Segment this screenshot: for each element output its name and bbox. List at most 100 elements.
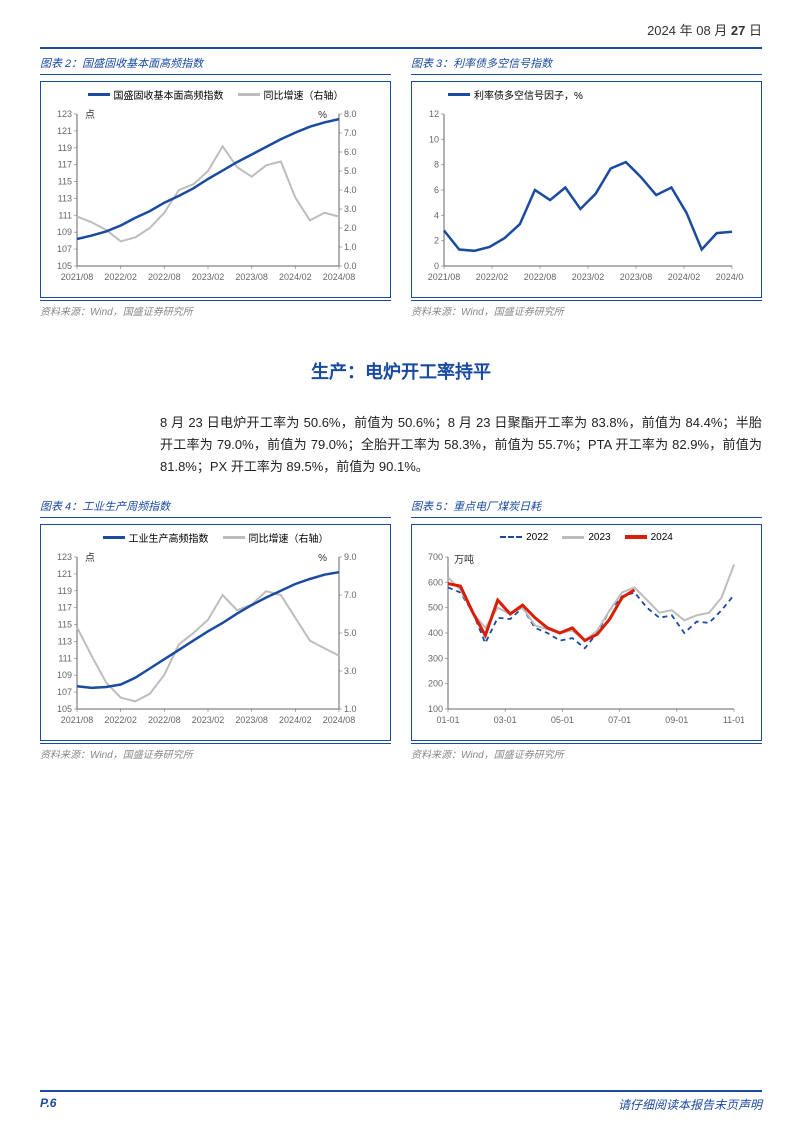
chart5-box: 2022 2023 2024 100 200 300 400 500 600 700 01-0… (411, 524, 762, 741)
svg-text:119: 119 (58, 586, 72, 596)
svg-text:109: 109 (57, 227, 72, 237)
svg-text:500: 500 (428, 603, 443, 613)
chart4-legend: 工业生产高频指数 同比增速（右轴） (43, 529, 388, 545)
chart4-svg: 1051071091111131151171191211231.03.05.07… (43, 545, 373, 735)
chart4-box: 工业生产高频指数 同比增速（右轴） 1051071091111131151171… (40, 524, 391, 741)
date-prefix: 2024 年 08 月 (647, 23, 731, 38)
row-charts-top: 图表 2：国盛固收基本面高频指数 国盛固收基本面高频指数 同比增速（右轴） 10… (40, 55, 762, 318)
svg-text:300: 300 (428, 654, 443, 664)
svg-text:8: 8 (434, 160, 439, 170)
chart3-legend-1: 利率债多空信号因子，% (448, 87, 583, 102)
chart5-legend-3: 2024 (625, 532, 673, 543)
svg-text:105: 105 (57, 261, 72, 271)
svg-text:700: 700 (428, 552, 443, 562)
svg-text:6: 6 (434, 185, 439, 195)
svg-text:01-01: 01-01 (436, 715, 459, 725)
chart5-svg: 10020030040050060070001-0103-0105-0107-0… (414, 545, 744, 735)
svg-text:%: % (318, 110, 327, 121)
svg-text:0: 0 (434, 261, 439, 271)
chart5-title: 图表 5：重点电厂煤炭日耗 (411, 498, 762, 518)
legend-label: 国盛固收基本面高频指数 (114, 87, 224, 102)
svg-text:2.0: 2.0 (344, 223, 357, 233)
svg-text:1.0: 1.0 (344, 242, 357, 252)
chart4-source: 资料来源：Wind，国盛证券研究所 (40, 743, 391, 761)
svg-text:2024/02: 2024/02 (279, 272, 312, 282)
legend-swatch (448, 93, 470, 96)
chart4-title: 图表 4：工业生产周频指数 (40, 498, 391, 518)
chart3-legend: 利率债多空信号因子，% (414, 86, 759, 102)
body-text: 8 月 23 日电炉开工率为 50.6%，前值为 50.6%；8 月 23 日聚… (160, 412, 762, 478)
chart3-title: 图表 3：利率债多空信号指数 (411, 55, 762, 75)
chart2-container: 图表 2：国盛固收基本面高频指数 国盛固收基本面高频指数 同比增速（右轴） 10… (40, 55, 391, 318)
svg-text:10: 10 (429, 134, 439, 144)
svg-text:111: 111 (58, 654, 72, 664)
date-suffix: 日 (745, 23, 762, 38)
legend-label: 2023 (588, 532, 610, 543)
chart5-legend-1: 2022 (500, 532, 548, 543)
svg-text:119: 119 (58, 143, 72, 153)
svg-text:2022/02: 2022/02 (104, 715, 137, 725)
legend-label: 工业生产高频指数 (129, 530, 209, 545)
legend-swatch (562, 536, 584, 539)
svg-text:111: 111 (58, 210, 72, 220)
svg-text:600: 600 (428, 578, 443, 588)
svg-text:2021/08: 2021/08 (61, 272, 94, 282)
chart5-legend: 2022 2023 2024 (414, 529, 759, 545)
svg-text:200: 200 (428, 679, 443, 689)
svg-text:109: 109 (57, 671, 72, 681)
svg-text:400: 400 (428, 628, 443, 638)
chart5-container: 图表 5：重点电厂煤炭日耗 2022 2023 2024 100 200 300 40… (411, 498, 762, 761)
svg-text:123: 123 (57, 552, 72, 562)
legend-swatch (88, 93, 110, 96)
svg-text:117: 117 (58, 603, 72, 613)
footer-row: P.6 请仔细阅读本报告末页声明 (40, 1096, 762, 1113)
footer-rule (40, 1090, 762, 1092)
svg-text:4: 4 (434, 210, 439, 220)
svg-text:100: 100 (428, 704, 443, 714)
chart2-svg: 1051071091111131151171191211230.01.02.03… (43, 102, 373, 292)
legend-swatch (223, 536, 245, 539)
svg-text:2024/08: 2024/08 (323, 272, 356, 282)
chart3-svg: 0246810122021/082022/022022/082023/02202… (414, 102, 744, 292)
svg-text:3.0: 3.0 (344, 666, 357, 676)
svg-text:123: 123 (57, 109, 72, 119)
chart3-source: 资料来源：Wind，国盛证券研究所 (411, 300, 762, 318)
chart3-container: 图表 3：利率债多空信号指数 利率债多空信号因子，% 0246810122021… (411, 55, 762, 318)
svg-text:万吨: 万吨 (454, 553, 474, 566)
svg-text:107: 107 (57, 687, 72, 697)
chart2-title: 图表 2：国盛固收基本面高频指数 (40, 55, 391, 75)
svg-text:4.0: 4.0 (344, 185, 357, 195)
svg-text:2022/08: 2022/08 (148, 272, 181, 282)
svg-text:2023/08: 2023/08 (620, 272, 653, 282)
chart2-box: 国盛固收基本面高频指数 同比增速（右轴） 1051071091111131151… (40, 81, 391, 298)
svg-text:2022/08: 2022/08 (148, 715, 181, 725)
chart2-legend-1: 国盛固收基本面高频指数 (88, 87, 224, 102)
svg-text:11-01: 11-01 (723, 715, 744, 725)
svg-text:2022/02: 2022/02 (104, 272, 137, 282)
legend-swatch (103, 536, 125, 539)
svg-text:2023/08: 2023/08 (235, 715, 268, 725)
svg-text:121: 121 (57, 569, 72, 579)
svg-text:1.0: 1.0 (344, 704, 357, 714)
svg-text:2: 2 (434, 236, 439, 246)
svg-text:2023/02: 2023/02 (192, 272, 225, 282)
svg-text:03-01: 03-01 (494, 715, 517, 725)
chart2-source: 资料来源：Wind，国盛证券研究所 (40, 300, 391, 318)
svg-text:117: 117 (58, 160, 72, 170)
svg-text:05-01: 05-01 (551, 715, 574, 725)
svg-text:6.0: 6.0 (344, 147, 357, 157)
svg-text:113: 113 (58, 637, 72, 647)
chart5-source: 资料来源：Wind，国盛证券研究所 (411, 743, 762, 761)
svg-text:点: 点 (85, 109, 95, 121)
svg-text:115: 115 (58, 177, 72, 187)
svg-text:2022/08: 2022/08 (524, 272, 557, 282)
svg-text:2023/08: 2023/08 (235, 272, 268, 282)
svg-text:121: 121 (57, 126, 72, 136)
svg-text:2024/08: 2024/08 (716, 272, 744, 282)
svg-text:3.0: 3.0 (344, 204, 357, 214)
svg-text:%: % (318, 553, 327, 564)
chart2-legend: 国盛固收基本面高频指数 同比增速（右轴） (43, 86, 388, 102)
chart5-legend-2: 2023 (562, 532, 610, 543)
svg-text:2022/02: 2022/02 (476, 272, 509, 282)
svg-text:8.0: 8.0 (344, 109, 357, 119)
